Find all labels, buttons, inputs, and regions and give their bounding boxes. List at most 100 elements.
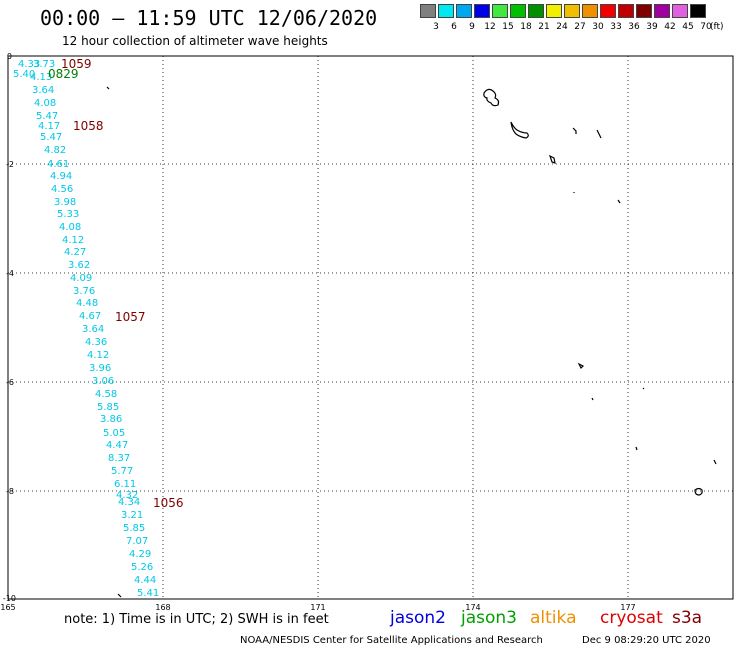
swh-value: 5.77 [111,466,133,477]
swh-value: 4.13 [30,72,52,83]
legend-bin-label: 15 [502,22,514,32]
lat-tick-label: -4 [6,269,14,278]
swh-value: 4.58 [95,389,117,400]
legend-bin-label: 3 [433,22,439,32]
swh-value: 5.26 [131,562,153,573]
map-title: 00:00 – 11:59 UTC 12/06/2020 [40,6,378,30]
legend-color-box [510,4,526,18]
legend-bin-label: 21 [538,22,550,32]
legend-color-box [474,4,490,18]
legend-color-box [564,4,580,18]
island-outline [642,387,645,390]
mission-s3a: s3a [672,608,703,628]
island-outline [635,446,638,451]
swh-value: 4.47 [106,440,128,451]
legend-bin-label: 12 [484,22,496,32]
swh-value: 3.62 [68,260,90,271]
island-outline [510,121,529,139]
island-outline [591,397,594,401]
island-outline [548,154,556,164]
swh-value: 4.94 [50,171,72,182]
legend-color-box [636,4,652,18]
pass-time-label: 0829 [48,67,79,81]
swh-value: 8.37 [108,453,130,464]
island-outline [117,593,122,598]
pass-time-labels: 1059 0829 1058 1057 1056 [48,57,184,510]
swh-value: 4.09 [70,273,92,284]
lon-tick-label: 168 [155,603,170,612]
swh-value: 3.96 [89,363,111,374]
lat-tick-label: -10 [3,594,16,603]
swh-value: 4.29 [129,549,151,560]
legend-color-box [654,4,670,18]
legend-color-box [600,4,616,18]
swh-track: 4.33 3.73 5.40 4.13 3.64 4.08 5.47 4.17 … [13,59,159,599]
lat-tick-label: -8 [6,487,14,496]
legend-color-box [618,4,634,18]
pass-time-label: 1056 [153,496,184,510]
pass-time-label: 1057 [115,310,146,324]
legend-color-box [492,4,508,18]
pass-time-label: 1058 [73,119,104,133]
lon-tick-label: 165 [0,603,15,612]
legend-bin-label: 45 [682,22,694,32]
island-outline [106,86,110,90]
legend-bin-label: 27 [574,22,586,32]
swh-value: 3.86 [100,414,122,425]
legend-bin-label: 36 [628,22,640,32]
lon-tick-labels: 165 168 171 174 177 [0,603,635,612]
swh-value: 3.64 [82,324,104,335]
lon-tick-label: 171 [310,603,325,612]
lon-tick-label: 177 [620,603,635,612]
swh-value: 7.07 [126,536,148,547]
legend-bin-label: 70 [700,22,712,32]
swh-value: 4.32 [116,490,138,501]
swh-value: 4.56 [51,184,73,195]
swh-value: 5.47 [40,132,62,143]
generated-timestamp: Dec 9 08:29:20 UTC 2020 [582,635,711,646]
legend-color-box [582,4,598,18]
island-outline [577,362,585,370]
swh-value: 4.08 [34,98,56,109]
legend-bin-label: 9 [469,22,475,32]
lat-tick-label: -6 [6,378,14,387]
legend-color-box [420,4,436,18]
map-subtitle: 12 hour collection of altimeter wave hei… [62,34,328,48]
swh-value: 3.73 [33,59,55,70]
island-outline [572,127,577,134]
lat-tick-labels: 0 -2 -4 -6 -8 -10 [3,52,16,603]
swh-value: 5.40 [13,69,35,80]
swh-value: 3.06 [92,376,114,387]
swh-value: 3.98 [54,197,76,208]
footer-note: note: 1) Time is in UTC; 2) SWH is in fe… [64,612,329,627]
legend-color-box [528,4,544,18]
swh-value: 4.61 [47,159,69,170]
swh-value: 4.12 [87,350,109,361]
mission-cryosat: cryosat [600,608,663,628]
lat-tick-label: 0 [7,52,12,61]
legend-bin-label: 18 [520,22,532,32]
swh-value: 5.85 [123,523,145,534]
legend-color-box [690,4,706,18]
swh-value: 5.41 [137,588,159,599]
legend-bin-label: 42 [664,22,676,32]
swh-value: 5.33 [57,209,79,220]
legend-bin-label: 39 [646,22,658,32]
swh-value: 5.05 [103,428,125,439]
swh-value: 5.47 [36,111,58,122]
legend-bin-label: 33 [610,22,622,32]
legend-color-box [456,4,472,18]
legend-color-box [546,4,562,18]
swh-value: 3.64 [32,85,54,96]
swh-value: 4.48 [76,298,98,309]
swh-value: 3.76 [73,286,95,297]
lon-tick-label: 174 [465,603,480,612]
mission-jason2: jason2 [390,608,446,628]
island-outlines [106,86,717,598]
island-outline [694,487,703,496]
legend-bin-label: 6 [451,22,457,32]
swh-value: 4.33 [18,59,40,70]
swh-value: 4.27 [64,247,86,258]
swh-value: 4.12 [62,235,84,246]
